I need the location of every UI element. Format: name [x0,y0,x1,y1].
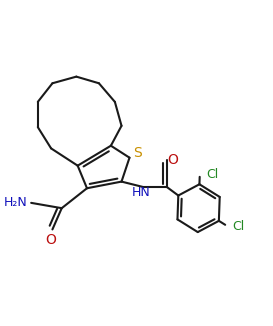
Text: S: S [133,146,143,160]
Text: O: O [167,153,178,167]
Text: O: O [46,233,57,247]
Text: H₂N: H₂N [4,196,28,209]
Text: Cl: Cl [206,168,218,181]
Text: HN: HN [132,186,151,199]
Text: Cl: Cl [232,220,244,233]
